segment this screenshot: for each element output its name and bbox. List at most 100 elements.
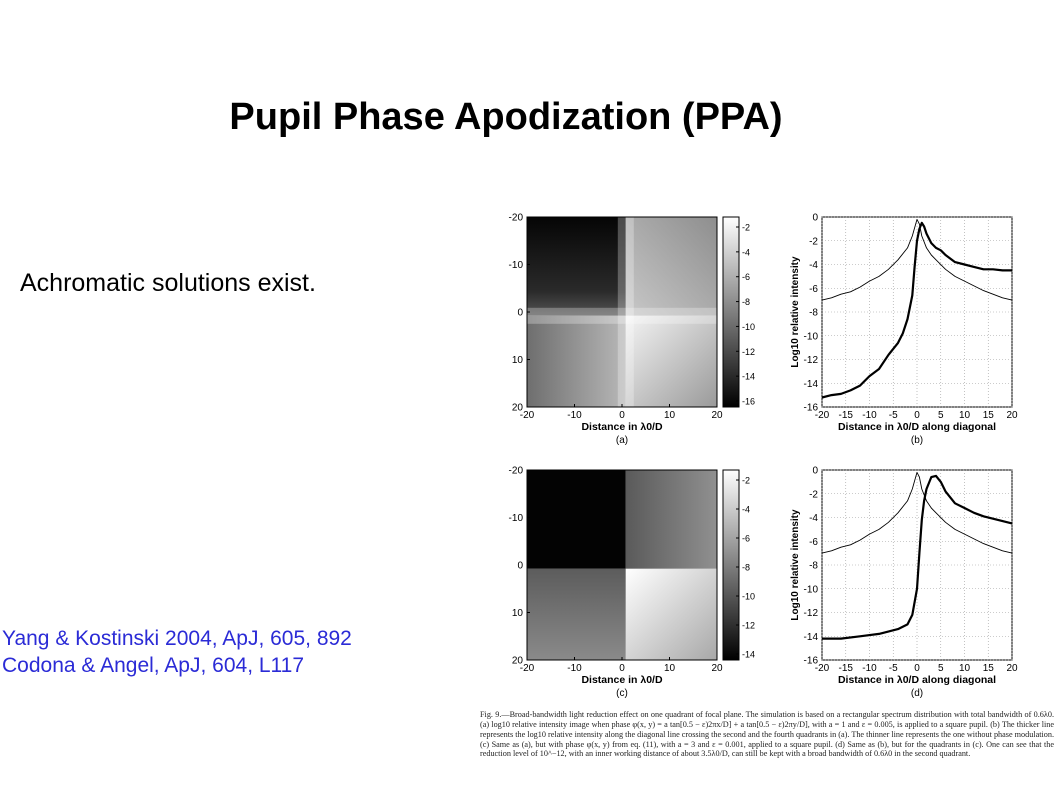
image-cross-horizontal — [527, 307, 717, 324]
colorbar-tick-label: -12 — [742, 621, 755, 631]
bullet-text: Achromatic solutions exist. — [20, 269, 316, 297]
x-tick-label: 10 — [959, 663, 971, 674]
colorbar-tick-label: -16 — [742, 397, 755, 407]
series-line-thick — [821, 221, 1012, 399]
x-tick-label: 15 — [983, 410, 995, 421]
image-quadrant-2 — [527, 217, 626, 316]
colorbar-tick-label: -6 — [742, 534, 750, 544]
y-tick-label: -10 — [509, 513, 524, 524]
image-quadrant-2 — [527, 470, 626, 569]
x-tick-label: -20 — [520, 663, 535, 674]
x-tick-label: 20 — [1006, 663, 1018, 674]
colorbar-tick-label: -2 — [742, 223, 750, 233]
x-tick-label: -20 — [520, 410, 535, 421]
colorbar-tick-label: -2 — [742, 476, 750, 486]
x-tick-label: -15 — [839, 410, 854, 421]
x-tick-label: 20 — [711, 410, 723, 421]
y-tick-label: 0 — [517, 308, 523, 319]
colorbar — [722, 216, 740, 408]
x-tick-label: -10 — [567, 663, 582, 674]
panel-label: (b) — [911, 435, 923, 446]
y-tick-label: -6 — [809, 537, 818, 548]
y-tick-label: -20 — [509, 213, 524, 224]
reference-2[interactable]: Codona & Angel, ApJ, 604, L117 — [2, 653, 305, 677]
image-quadrant-1 — [625, 217, 717, 316]
y-tick-label: -4 — [809, 260, 818, 271]
x-axis-label: Distance in λ0/D — [581, 674, 663, 686]
x-tick-label: -5 — [889, 410, 898, 421]
figure-caption: Fig. 9.—Broad-bandwidth light reduction … — [480, 710, 1054, 759]
image-quadrant-3 — [527, 315, 626, 407]
x-tick-label: -5 — [889, 663, 898, 674]
image-cross-vertical — [617, 217, 634, 407]
x-tick-label: 20 — [711, 663, 723, 674]
y-tick-label: 10 — [512, 608, 524, 619]
series-line-thin — [821, 218, 1013, 301]
x-tick-label: 0 — [914, 663, 920, 674]
image-quadrant-3 — [527, 568, 626, 660]
x-tick-label: -20 — [815, 663, 830, 674]
y-axis-label: Log10 relative intensity — [790, 256, 801, 368]
series-line-thin — [821, 471, 1013, 554]
x-tick-label: 5 — [938, 663, 944, 674]
y-tick-label: 10 — [512, 355, 524, 366]
figure-9: -20 -10 0 10 20 -20 -10 0 10 20 Distance in λ0/D (a… — [470, 205, 1058, 793]
colorbar-tick-label: -10 — [742, 322, 755, 332]
y-tick-label: -10 — [509, 260, 524, 271]
y-tick-label: -16 — [804, 403, 819, 414]
x-tick-label: -15 — [839, 663, 854, 674]
x-tick-label: -20 — [815, 410, 830, 421]
y-tick-label: -4 — [809, 513, 818, 524]
y-tick-label: -10 — [804, 331, 819, 342]
y-tick-label: -20 — [509, 466, 524, 477]
x-tick-label: 10 — [959, 410, 971, 421]
colorbar — [722, 469, 740, 661]
colorbar-tick-label: -10 — [742, 592, 755, 602]
panel-b: -20 -15 -10 -5 0 5 10 15 20 0 -2 -4 -6 -8 -10 -12 -14 -16… — [790, 213, 1018, 447]
colorbar-tick-label: -8 — [742, 297, 750, 307]
y-tick-label: -8 — [809, 561, 818, 572]
y-tick-label: -2 — [809, 489, 818, 500]
y-tick-label: -12 — [804, 355, 819, 366]
y-tick-label: -2 — [809, 236, 818, 247]
x-axis-label: Distance in λ0/D along diagonal — [838, 421, 996, 433]
colorbar-tick-label: -6 — [742, 272, 750, 282]
image-quadrant-4 — [625, 568, 717, 660]
plot-frame — [821, 469, 1013, 661]
colorbar-tick-label: -14 — [742, 372, 755, 382]
x-axis-label: Distance in λ0/D along diagonal — [838, 674, 996, 686]
image-quadrant-4 — [625, 315, 717, 407]
y-tick-label: -14 — [804, 379, 819, 390]
colorbar-tick-label: -4 — [742, 505, 750, 515]
references: Yang & Kostinski 2004, ApJ, 605, 892 Cod… — [2, 626, 352, 680]
y-tick-label: 0 — [812, 466, 818, 477]
x-tick-label: 15 — [983, 663, 995, 674]
series-line-thick — [822, 474, 1013, 640]
y-tick-label: -8 — [809, 308, 818, 319]
x-tick-label: -10 — [862, 410, 877, 421]
y-tick-label: 20 — [512, 656, 524, 667]
x-tick-label: 10 — [664, 410, 676, 421]
colorbar-tick-label: -12 — [742, 347, 755, 357]
x-tick-label: 10 — [664, 663, 676, 674]
x-tick-label: -10 — [567, 410, 582, 421]
panel-label: (c) — [616, 688, 628, 699]
panel-label: (d) — [911, 688, 923, 699]
x-tick-label: 5 — [938, 410, 944, 421]
y-axis-label: Log10 relative intensity — [790, 509, 801, 621]
y-tick-label: -14 — [804, 632, 819, 643]
x-tick-label: -10 — [862, 663, 877, 674]
y-tick-label: -10 — [804, 584, 819, 595]
colorbar-tick-label: -8 — [742, 563, 750, 573]
y-tick-label: 20 — [512, 403, 524, 414]
colorbar-tick-label: -14 — [742, 650, 755, 660]
y-tick-label: 0 — [517, 561, 523, 572]
slide-title: Pupil Phase Apodization (PPA) — [229, 96, 783, 138]
y-tick-label: -12 — [804, 608, 819, 619]
y-tick-label: -6 — [809, 284, 818, 295]
reference-1[interactable]: Yang & Kostinski 2004, ApJ, 605, 892 — [2, 627, 352, 650]
colorbar-tick-label: -4 — [742, 247, 750, 257]
